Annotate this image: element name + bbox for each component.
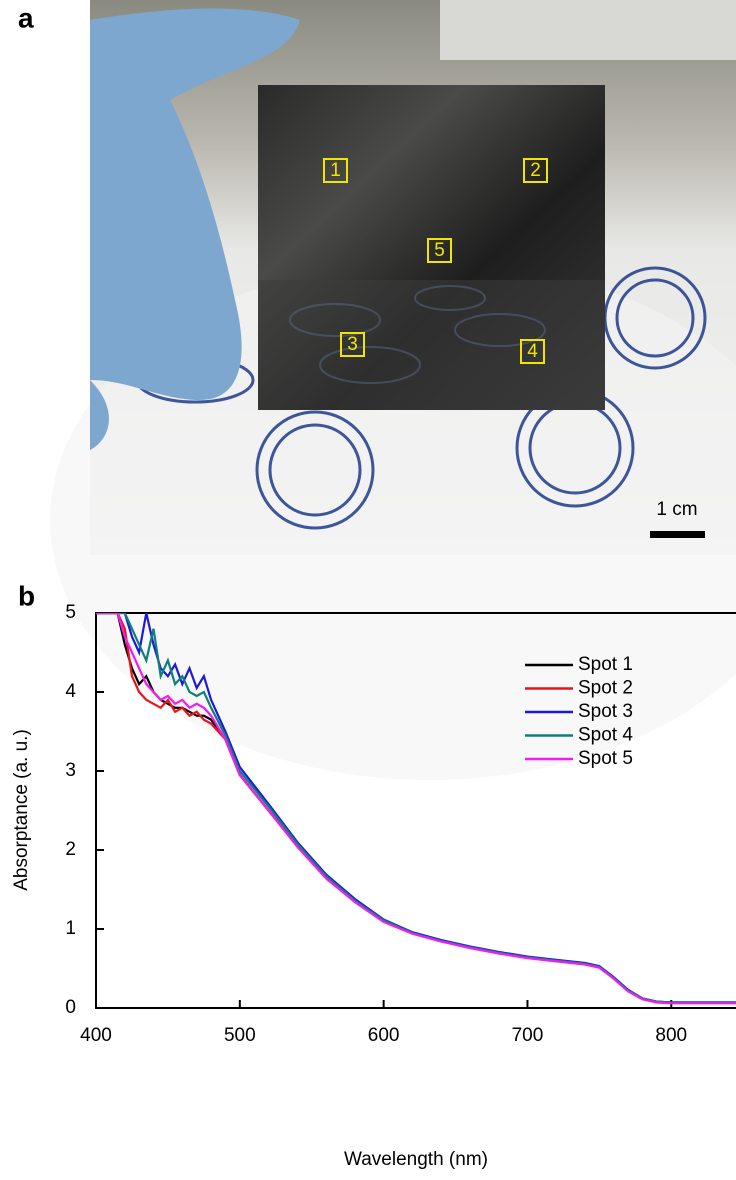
plot-frame xyxy=(95,612,736,1009)
y-tick-label: 2 xyxy=(65,839,76,860)
legend-label: Spot 1 xyxy=(578,654,633,675)
legend-label: Spot 4 xyxy=(578,725,633,746)
spot-label: 1 xyxy=(330,160,341,181)
y-tick-label: 5 xyxy=(65,602,76,623)
x-axis-title: Wavelength (nm) xyxy=(344,1149,488,1170)
panel-label: a xyxy=(18,2,34,33)
spot-label: 3 xyxy=(347,334,358,355)
x-tick-label: 400 xyxy=(80,1025,112,1046)
spot-label: 2 xyxy=(530,160,541,181)
photo: 1 2 3 4 5 1 cm xyxy=(50,0,736,780)
x-tick-label: 500 xyxy=(224,1025,256,1046)
panel-label: b xyxy=(18,580,35,611)
x-tick-label: 700 xyxy=(512,1025,544,1046)
plot-lines xyxy=(96,613,736,1005)
y-tick-label: 4 xyxy=(65,681,76,702)
y-axis-title: Absorptance (a. u.) xyxy=(11,729,32,891)
y-tick-label: 0 xyxy=(65,997,76,1018)
series-line xyxy=(96,613,736,1005)
x-tick-label: 800 xyxy=(655,1025,687,1046)
y-tick-label: 1 xyxy=(65,918,76,939)
spot-label: 5 xyxy=(434,240,445,261)
spot-label: 4 xyxy=(527,341,538,362)
legend-label: Spot 2 xyxy=(578,678,633,699)
x-tick-label: 600 xyxy=(368,1025,400,1046)
y-tick-label: 3 xyxy=(65,760,76,781)
scale-bar-label: 1 cm xyxy=(656,499,697,520)
legend-label: Spot 5 xyxy=(578,748,633,769)
legend-label: Spot 3 xyxy=(578,701,633,722)
